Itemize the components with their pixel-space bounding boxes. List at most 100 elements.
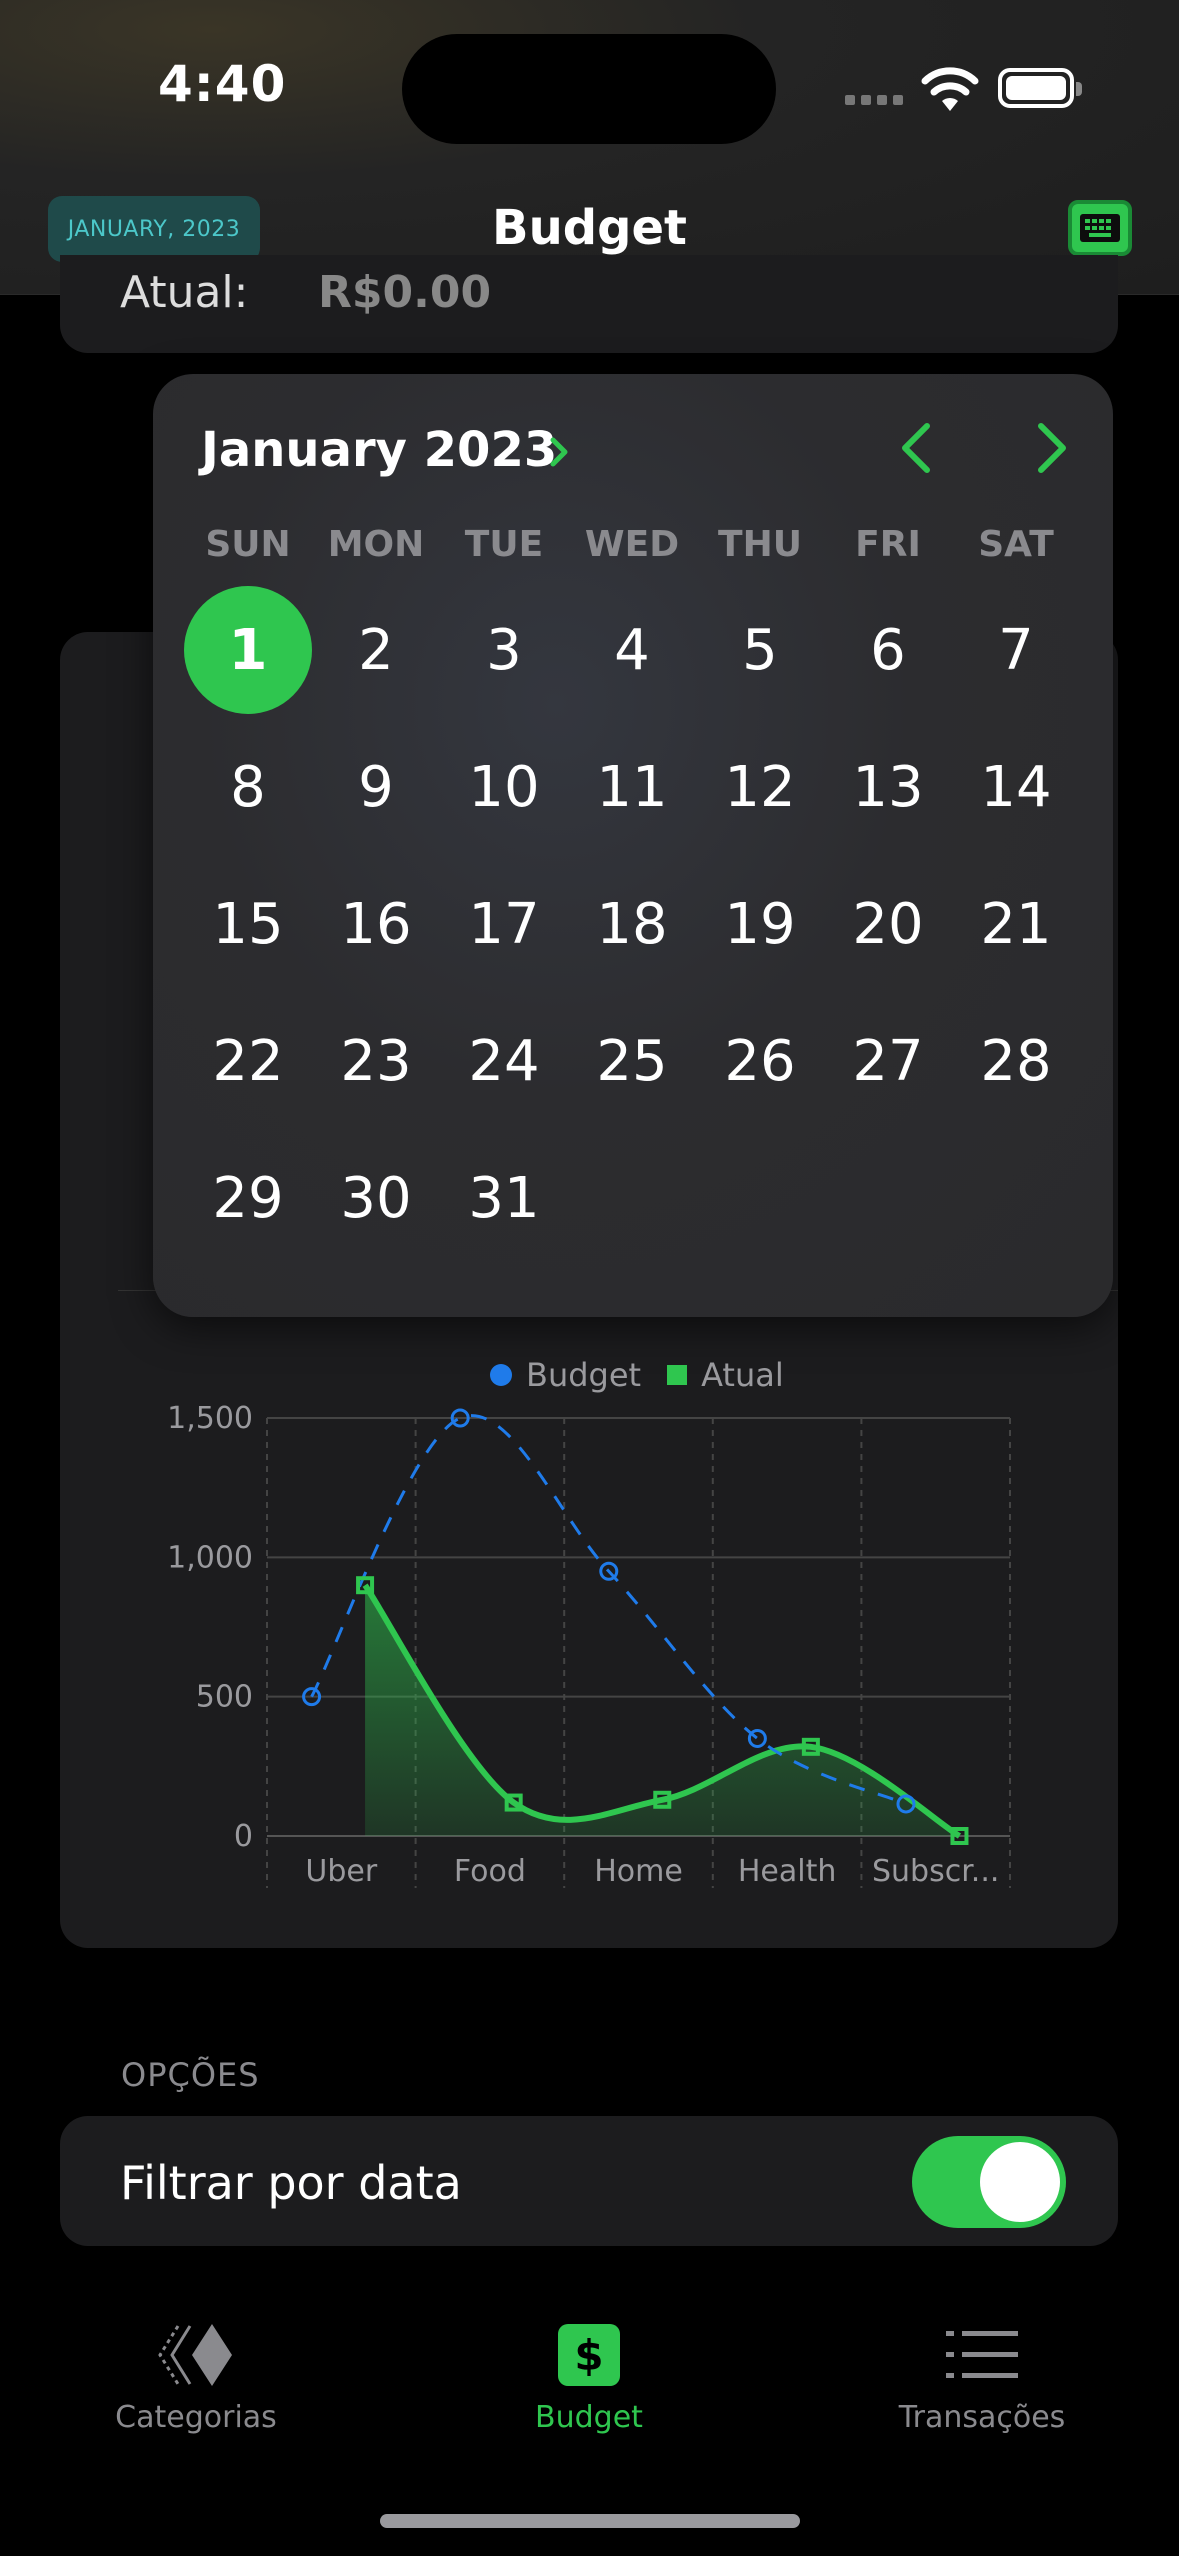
chevron-right-icon[interactable] [545,430,573,474]
calendar-day-label: 11 [596,754,668,820]
filter-by-date-row[interactable]: Filtrar por data [60,2116,1118,2246]
weekday-thu: THU [718,524,802,565]
calendar-day[interactable]: 28 [952,997,1080,1125]
list-icon [942,2320,1022,2390]
calendar-day[interactable]: 3 [440,586,568,714]
calendar-day[interactable]: 21 [952,860,1080,988]
calendar-day[interactable]: 2 [312,586,440,714]
weekday-header: SUN MON TUE WED THU FRI SAT [153,524,1113,574]
calendar-day-label: 15 [212,891,284,957]
calendar-month-label[interactable]: January 2023 [201,422,558,478]
calendar-day-label: 31 [468,1165,540,1231]
calendar-day[interactable]: 24 [440,997,568,1125]
calendar-day-label: 7 [998,617,1034,683]
calendar-day-label: 27 [852,1028,924,1094]
calendar-day[interactable]: 31 [440,1134,568,1262]
calendar-day[interactable]: 19 [696,860,824,988]
battery-icon [998,68,1082,108]
legend-actual-square [667,1365,688,1385]
dynamic-island [402,34,776,144]
weekday-mon: MON [327,524,425,565]
tab-transacoes-label: Transações [898,2400,1066,2435]
toggle-knob [980,2142,1060,2222]
calendar-day[interactable]: 18 [568,860,696,988]
chart-legend: Budget Atual [490,1356,794,1394]
calendar-day-label: 4 [614,617,650,683]
summary-card: Atual: R$0.00 [60,255,1118,353]
keyboard-icon[interactable] [1068,200,1132,256]
calendar-day[interactable]: 29 [184,1134,312,1262]
status-time: 4:40 [158,55,287,113]
actual-value: R$0.00 [318,267,492,318]
weekday-fri: FRI [855,524,921,565]
tab-categorias-label: Categorias [115,2400,277,2435]
weekday-sun: SUN [205,524,291,565]
home-indicator [380,2514,800,2528]
calendar-day-label: 3 [486,617,522,683]
calendar-day-label: 28 [980,1028,1052,1094]
calendar-day-label: 18 [596,891,668,957]
tab-budget-label: Budget [535,2400,643,2435]
calendar-day[interactable]: 15 [184,860,312,988]
calendar-day[interactable]: 1 [184,586,312,714]
wifi-icon [921,67,979,111]
calendar-day[interactable]: 22 [184,997,312,1125]
calendar-day-label: 13 [852,754,924,820]
calendar-day-label: 12 [724,754,796,820]
calendar-day-label: 25 [596,1028,668,1094]
calendar-day[interactable]: 14 [952,723,1080,851]
weekday-sat: SAT [978,524,1054,565]
calendar-day[interactable]: 27 [824,997,952,1125]
calendar-day-label: 23 [340,1028,412,1094]
calendar-day-label: 8 [230,754,266,820]
tab-categorias[interactable]: Categorias [46,2320,346,2435]
legend-actual-label: Atual [701,1356,784,1394]
calendar-day-label: 2 [358,617,394,683]
previous-month-button[interactable] [889,418,949,478]
calendar-day-label: 9 [358,754,394,820]
filter-by-date-toggle[interactable] [912,2136,1066,2228]
calendar-day[interactable]: 13 [824,723,952,851]
calendar-day[interactable]: 4 [568,586,696,714]
calendar-day[interactable]: 11 [568,723,696,851]
calendar-day-label: 29 [212,1165,284,1231]
calendar-day[interactable]: 26 [696,997,824,1125]
legend-budget-label: Budget [526,1356,642,1394]
tab-budget[interactable]: $ Budget [439,2320,739,2435]
next-month-button[interactable] [1019,418,1079,478]
page-title: Budget [492,200,687,256]
calendar-day[interactable]: 6 [824,586,952,714]
calendar-day[interactable]: 12 [696,723,824,851]
cellular-signal-icon [845,95,903,105]
categories-icon [156,2320,236,2390]
calendar-day[interactable]: 5 [696,586,824,714]
calendar-day-label: 19 [724,891,796,957]
calendar-day[interactable]: 25 [568,997,696,1125]
calendar-day-label: 21 [980,891,1052,957]
options-section-label: OPÇÕES [121,2056,260,2094]
calendar-day[interactable]: 8 [184,723,312,851]
legend-budget-dot [490,1364,512,1386]
calendar-day[interactable]: 9 [312,723,440,851]
calendar-day-label: 24 [468,1028,540,1094]
calendar-day[interactable]: 10 [440,723,568,851]
calendar-day[interactable]: 30 [312,1134,440,1262]
calendar-day-label: 26 [724,1028,796,1094]
tab-transacoes[interactable]: Transações [832,2320,1132,2435]
calendar-day-label: 17 [468,891,540,957]
calendar-day[interactable]: 7 [952,586,1080,714]
calendar-day[interactable]: 23 [312,997,440,1125]
weekday-tue: TUE [464,524,544,565]
calendar-day[interactable]: 17 [440,860,568,988]
calendar-day[interactable]: 20 [824,860,952,988]
calendar-day[interactable]: 16 [312,860,440,988]
date-picker-button[interactable]: JANUARY, 2023 [48,196,260,262]
filter-by-date-label: Filtrar por data [120,2156,462,2210]
calendar-day-label: 30 [340,1165,412,1231]
weekday-wed: WED [584,524,680,565]
legend-actual: Atual [667,1356,784,1394]
calendar-day-label: 10 [468,754,540,820]
calendar-day-label: 5 [742,617,778,683]
calendar-day-label: 22 [212,1028,284,1094]
